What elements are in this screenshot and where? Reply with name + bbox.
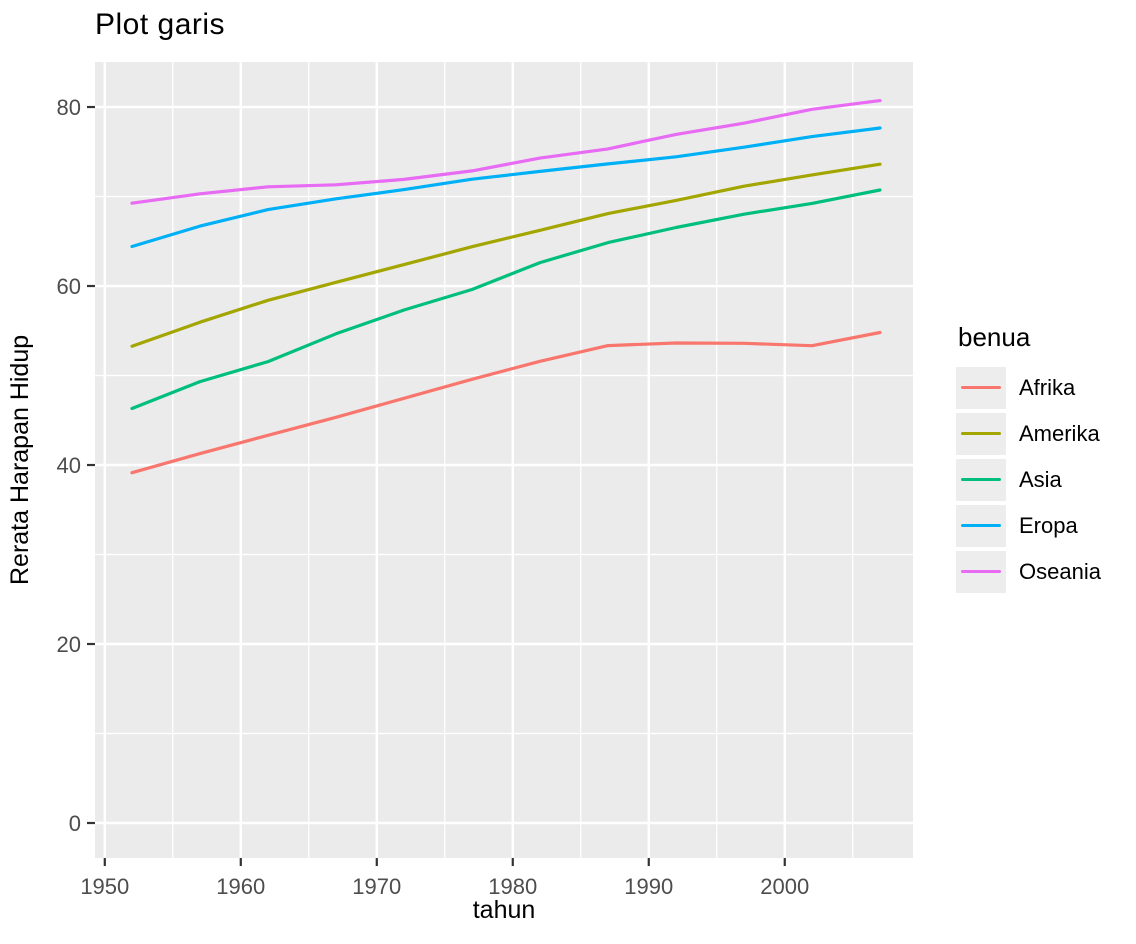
chart-title: Plot garis bbox=[95, 8, 226, 41]
legend-item-afrika: Afrika bbox=[956, 367, 1101, 409]
legend-label: Asia bbox=[1019, 467, 1062, 492]
series-line-amerika bbox=[130, 162, 882, 348]
series-line-asia bbox=[130, 188, 882, 411]
legend-key-line-icon bbox=[961, 386, 1001, 389]
series-line-oseania bbox=[130, 99, 882, 205]
legend-key-line-icon bbox=[961, 570, 1001, 573]
legend-item-oseania: Oseania bbox=[956, 551, 1101, 593]
legend-item-eropa: Eropa bbox=[956, 505, 1101, 547]
legend-key-line-icon bbox=[961, 432, 1001, 435]
legend-rows: Afrika Amerika Asia Eropa Oseania bbox=[956, 367, 1101, 593]
x-tick-label: 1980 bbox=[488, 874, 537, 899]
legend-key bbox=[956, 505, 1006, 547]
legend-title: benua bbox=[958, 322, 1031, 352]
x-tick-label: 1990 bbox=[624, 874, 673, 899]
legend-key bbox=[956, 551, 1006, 593]
x-tick-label: 1960 bbox=[216, 874, 265, 899]
legend-label: Afrika bbox=[1019, 375, 1076, 400]
y-tick-label: 60 bbox=[57, 274, 81, 299]
y-axis-title: Rerata Harapan Hidup bbox=[6, 334, 34, 586]
plot-panel bbox=[95, 62, 913, 858]
legend-key-line-icon bbox=[961, 478, 1001, 481]
x-tick-label: 1970 bbox=[352, 874, 401, 899]
y-tick-label: 0 bbox=[69, 811, 81, 836]
legend: benua Afrika Amerika Asia Eropa Oseania bbox=[956, 322, 1101, 597]
legend-key bbox=[956, 367, 1006, 409]
x-axis-title: tahun bbox=[472, 896, 536, 924]
legend-key bbox=[956, 459, 1006, 501]
legend-key-line-icon bbox=[961, 524, 1001, 527]
legend-item-asia: Asia bbox=[956, 459, 1101, 501]
legend-item-amerika: Amerika bbox=[956, 413, 1101, 455]
series-line-afrika bbox=[130, 330, 882, 475]
x-tick-label: 1950 bbox=[80, 874, 129, 899]
y-tick-label: 80 bbox=[57, 95, 81, 120]
legend-label: Eropa bbox=[1019, 513, 1078, 538]
series-line-eropa bbox=[130, 126, 882, 249]
legend-label: Amerika bbox=[1019, 421, 1100, 446]
y-tick-label: 40 bbox=[57, 453, 81, 478]
x-tick-label: 2000 bbox=[760, 874, 809, 899]
legend-label: Oseania bbox=[1019, 559, 1101, 584]
legend-key bbox=[956, 413, 1006, 455]
y-tick-label: 20 bbox=[57, 632, 81, 657]
